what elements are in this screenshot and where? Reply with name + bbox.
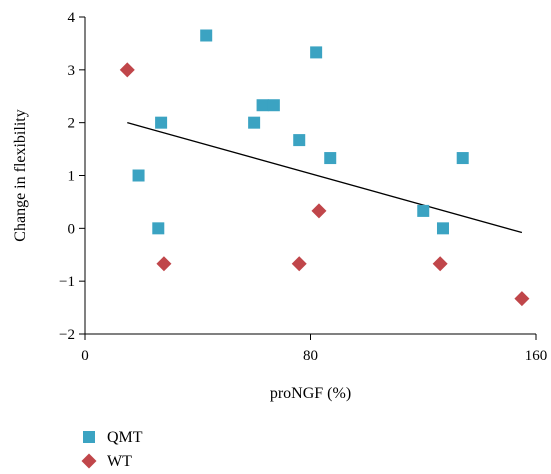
y-tick-label: −2: [59, 327, 75, 343]
trend-line: [127, 122, 523, 234]
y-tick-label: 3: [68, 63, 76, 79]
qmt-point: [293, 134, 306, 147]
x-tick-label: 160: [525, 348, 548, 364]
y-tick-label: 4: [68, 10, 76, 26]
qmt-point: [456, 152, 469, 165]
legend: QMT WT: [81, 429, 143, 470]
qmt-point: [155, 116, 168, 129]
y-tick-label: −1: [59, 274, 75, 290]
qmt-point: [436, 222, 449, 235]
x-tick-label: 80: [303, 348, 318, 364]
x-tick-label: 0: [81, 348, 89, 364]
y-tick-label: 2: [68, 116, 76, 132]
wt-point: [514, 291, 530, 307]
legend-label-qmt: QMT: [107, 429, 143, 446]
wt-point: [119, 62, 135, 78]
y-tick-label: 1: [68, 169, 76, 185]
qmt-point: [417, 204, 430, 217]
y-ticks: −2 −1 0 1 2 3 4: [59, 10, 85, 343]
y-tick-label: 0: [68, 221, 76, 237]
legend-marker-qmt: [83, 431, 95, 443]
legend-label-wt: WT: [107, 453, 132, 470]
qmt-point: [200, 29, 213, 42]
qmt-point: [310, 46, 323, 59]
wt-point: [311, 203, 327, 219]
plot-area: [119, 29, 530, 307]
x-axis-label: proNGF (%): [270, 385, 351, 402]
x-ticks: 0 80 160: [81, 334, 547, 364]
wt-point: [291, 256, 307, 272]
wt-point: [156, 256, 172, 272]
qmt-point: [324, 152, 337, 165]
wt-point: [432, 256, 448, 272]
qmt-point: [248, 116, 261, 129]
qmt-point: [152, 222, 165, 235]
qmt-point: [267, 99, 280, 112]
qmt-point: [132, 169, 145, 182]
y-axis-label: Change in flexibility: [12, 109, 29, 241]
legend-marker-wt: [81, 453, 97, 469]
qmt-point: [256, 99, 269, 112]
